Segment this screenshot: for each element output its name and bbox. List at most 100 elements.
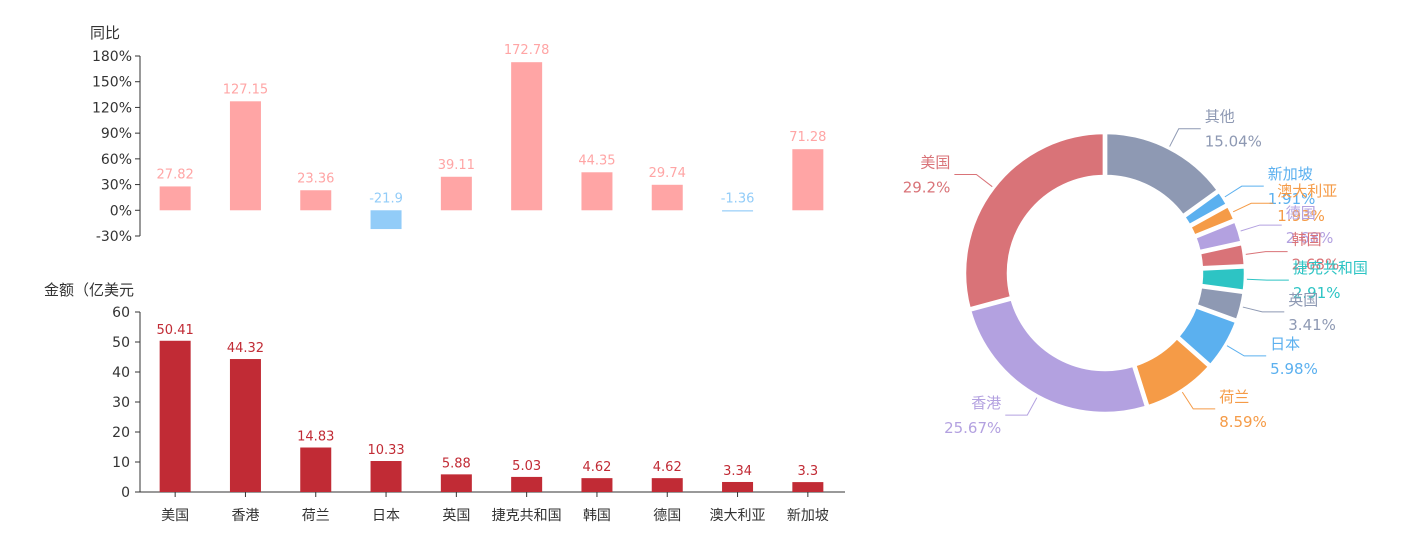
- donut-slice-name: 德国: [1286, 204, 1316, 222]
- amount-y-tick-label: 0: [121, 485, 130, 501]
- donut-slice: [1188, 204, 1236, 238]
- yoy-y-tick-label: 90%: [101, 126, 132, 142]
- amount-bar: [440, 474, 472, 492]
- yoy-value-label: 27.82: [157, 167, 194, 182]
- donut-slice-percent: 1.93%: [1277, 207, 1325, 225]
- donut-slice: [1193, 219, 1243, 253]
- yoy-bar: [722, 210, 754, 212]
- donut-leader-line: [1169, 128, 1201, 147]
- donut-leader-line: [1242, 306, 1285, 313]
- yoy-value-label: 29.74: [649, 166, 686, 181]
- donut-slice: [1199, 266, 1247, 293]
- amount-bar: [370, 461, 402, 492]
- yoy-y-tick-label: 60%: [101, 152, 132, 168]
- donut-slice-name: 捷克共和国: [1293, 259, 1368, 277]
- yoy-bar: [440, 176, 472, 211]
- donut-slice: [1198, 242, 1247, 269]
- donut-slice-name: 美国: [920, 154, 950, 172]
- donut-leader-line: [1240, 224, 1282, 232]
- donut-slice-percent: 5.98%: [1270, 360, 1318, 378]
- amount-x-tick-label: 新加坡: [787, 508, 829, 524]
- amount-value-label: 3.3: [798, 464, 819, 479]
- amount-x-tick-label: 韩国: [583, 508, 611, 524]
- amount-value-label: 14.83: [297, 430, 334, 445]
- donut-slice: [1133, 336, 1211, 408]
- donut-slice-percent: 3.41%: [1288, 316, 1336, 334]
- amount-x-tick-label: 荷兰: [302, 508, 330, 524]
- yoy-value-label: 39.11: [438, 158, 475, 173]
- donut-leader-line: [1245, 251, 1288, 255]
- amount-bar: [722, 481, 754, 492]
- donut-slice-name: 其他: [1205, 108, 1235, 126]
- amount-y-tick-label: 50: [112, 335, 130, 351]
- yoy-bar: [229, 101, 261, 211]
- donut-slice-name: 澳大利亚: [1277, 182, 1337, 200]
- donut-slice: [1194, 285, 1245, 322]
- amount-value-label: 4.62: [582, 460, 611, 475]
- amount-bar: [792, 482, 824, 492]
- amount-value-label: 5.88: [442, 456, 471, 471]
- yoy-y-tick-label: 0%: [110, 203, 132, 219]
- amount-value-label: 44.32: [227, 341, 264, 356]
- donut-leader-line: [1224, 185, 1264, 198]
- donut-slice: [1176, 305, 1238, 367]
- donut-leader-line: [1005, 397, 1038, 416]
- donut-slice-percent: 8.59%: [1219, 413, 1267, 431]
- amount-x-tick-label: 英国: [442, 507, 470, 524]
- yoy-y-tick-label: 120%: [92, 100, 132, 116]
- donut-slice-percent: 2.91%: [1293, 284, 1341, 302]
- yoy-y-tick-label: -30%: [96, 229, 132, 245]
- amount-bar: [159, 340, 191, 492]
- yoy-y-tick-label: 180%: [92, 49, 132, 65]
- yoy-value-label: 172.78: [504, 43, 550, 58]
- amount-bar: [511, 476, 543, 492]
- amount-x-tick-label: 德国: [653, 508, 681, 524]
- donut-slice-percent: 2.68%: [1286, 229, 1334, 247]
- yoy-value-label: 23.36: [297, 171, 334, 186]
- yoy-bar: [581, 172, 613, 211]
- amount-y-tick-label: 20: [112, 425, 130, 441]
- amount-value-label: 4.62: [653, 460, 682, 475]
- amount-bar: [229, 359, 261, 492]
- yoy-y-tick-label: 150%: [92, 75, 132, 91]
- amount-x-tick-label: 香港: [231, 508, 259, 524]
- donut-slice: [968, 297, 1148, 415]
- donut-slice-name: 日本: [1270, 335, 1300, 353]
- amount-y-tick-label: 30: [112, 395, 130, 411]
- donut-leader-line: [954, 174, 993, 188]
- donut-slice-percent: 1.91%: [1268, 190, 1316, 208]
- donut-slice-percent: 29.2%: [903, 179, 951, 197]
- amount-bar: [300, 447, 332, 492]
- donut-slice-name: 韩国: [1292, 231, 1322, 249]
- yoy-bar: [511, 62, 543, 211]
- amount-value-label: 10.33: [367, 443, 404, 458]
- amount-x-tick-label: 澳大利亚: [710, 508, 766, 524]
- amount-y-tick-label: 60: [112, 305, 130, 321]
- yoy-bar: [370, 210, 402, 230]
- yoy-value-label: 127.15: [223, 82, 269, 97]
- amount-y-tick-label: 10: [112, 455, 130, 471]
- amount-value-label: 3.34: [723, 464, 752, 479]
- amount-value-label: 5.03: [512, 459, 541, 474]
- yoy-value-label: 44.35: [578, 153, 615, 168]
- donut-slice-name: 新加坡: [1268, 165, 1313, 183]
- yoy-bar: [300, 190, 332, 211]
- yoy-y-tick-label: 30%: [101, 178, 132, 194]
- donut-slice-name: 英国: [1288, 291, 1318, 309]
- amount-bar-chart: 金额（亿美元 0 10 20 30 40 50 60 美国 香港 荷兰 日本 英国 捷克共和国 韩国 德国 澳…: [44, 281, 845, 524]
- amount-x-tick-label: 日本: [372, 508, 400, 524]
- donut-slice-percent: 15.04%: [1205, 133, 1262, 151]
- donut-leader-line: [1232, 202, 1274, 213]
- donut-slice-percent: 25.67%: [944, 419, 1001, 437]
- donut-slice-percent: 2.68%: [1292, 256, 1340, 274]
- amount-x-tick-label: 捷克共和国: [492, 508, 562, 524]
- amount-x-tick-label: 美国: [161, 508, 189, 524]
- donut-slice: [1104, 131, 1220, 218]
- donut-leader-line: [1246, 278, 1289, 281]
- donut-slice-name: 荷兰: [1219, 388, 1249, 406]
- yoy-axis-title: 同比: [90, 24, 120, 42]
- amount-value-label: 50.41: [157, 323, 194, 338]
- amount-bar: [651, 478, 683, 492]
- amount-axis-title: 金额（亿美元: [44, 281, 134, 299]
